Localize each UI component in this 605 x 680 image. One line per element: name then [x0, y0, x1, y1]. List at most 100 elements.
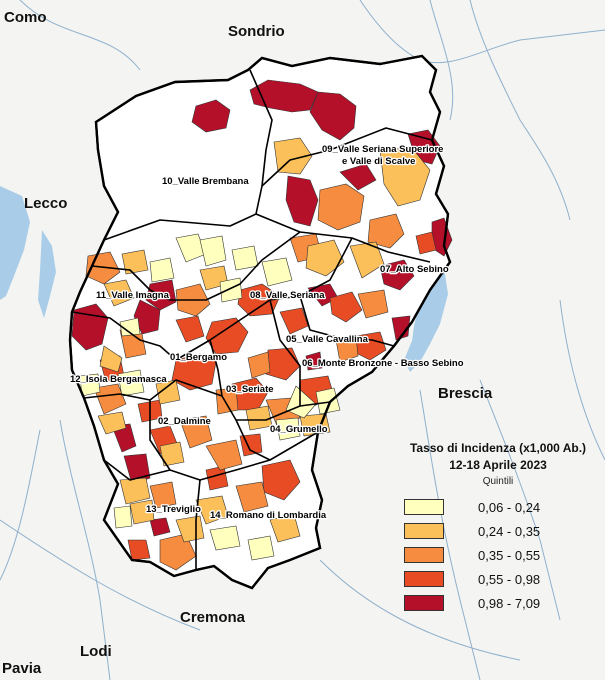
municipality	[231, 245, 259, 271]
municipality	[175, 315, 205, 343]
municipality	[93, 383, 127, 415]
municipality	[117, 369, 145, 397]
province-label-pavia: Pavia	[2, 660, 42, 677]
legend-class-1: 0,06 - 0,24	[404, 495, 598, 519]
municipality	[179, 415, 213, 449]
municipality	[103, 279, 135, 307]
province-label-cremona: Cremona	[180, 609, 246, 626]
legend-range: 0,35 - 0,55	[478, 547, 541, 563]
province-label-como: Como	[4, 9, 47, 26]
municipality	[205, 439, 243, 471]
legend-swatch	[404, 571, 444, 587]
municipalities	[71, 79, 453, 571]
district-boundary	[299, 295, 395, 347]
district-label-09-line2: e Valle di Scalve	[342, 156, 415, 167]
municipality	[199, 235, 227, 267]
legend-range: 0,55 - 0,98	[478, 571, 541, 587]
municipality	[113, 505, 133, 529]
map-legend: Tasso di Incidenza (x1,000 Ab.) 12-18 Ap…	[398, 440, 598, 615]
municipality	[99, 345, 123, 373]
municipality	[127, 539, 151, 561]
river	[0, 429, 41, 581]
municipality	[247, 535, 275, 561]
municipality	[305, 351, 323, 371]
legend-class-3: 0,35 - 0,55	[404, 543, 598, 567]
legend-swatch	[404, 523, 444, 539]
river	[319, 559, 521, 661]
municipality	[329, 291, 363, 323]
legend-title: Tasso di Incidenza (x1,000 Ab.)	[409, 441, 587, 455]
municipality	[275, 417, 301, 441]
municipality	[149, 481, 177, 509]
municipality	[97, 411, 127, 435]
district-boundary	[195, 479, 201, 570]
municipality-fonteno	[391, 315, 411, 341]
municipality	[335, 335, 359, 363]
river	[469, 0, 571, 221]
municipality	[235, 481, 269, 513]
district-boundary	[91, 231, 301, 301]
river-adda	[59, 419, 111, 680]
municipality	[379, 147, 431, 207]
municipality	[155, 379, 181, 405]
municipality-piazzatorre	[191, 99, 231, 133]
municipality	[285, 385, 317, 419]
municipality	[285, 175, 319, 227]
river	[429, 0, 454, 121]
river	[19, 0, 141, 71]
district-label-13: 13_Treviglio	[146, 504, 201, 515]
district-label-07: 07_Alto Sebino	[380, 264, 449, 275]
river	[559, 299, 605, 461]
legend-class-4: 0,55 - 0,98	[404, 567, 598, 591]
municipality	[367, 213, 405, 249]
river	[0, 519, 201, 631]
municipality	[247, 351, 271, 379]
district-label-09: 09_Valle Seriana Superiore	[322, 144, 443, 155]
province-label-lodi: Lodi	[80, 643, 112, 660]
province-label-brescia: Brescia	[438, 385, 493, 402]
municipality	[339, 163, 377, 191]
municipality	[195, 495, 229, 525]
legend-class-5: 0,98 - 7,09	[404, 591, 598, 615]
river	[479, 379, 561, 621]
municipality	[237, 283, 281, 317]
district-boundary	[71, 311, 177, 361]
legend-range: 0,24 - 0,35	[478, 523, 541, 539]
district-boundary	[235, 419, 271, 461]
province-label-sondrio: Sondrio	[228, 23, 285, 40]
legend-subtitle: Quintili	[482, 476, 514, 487]
district-label-14: 14_Romano di Lombardia	[210, 510, 327, 521]
municipality	[269, 513, 301, 543]
municipality	[149, 257, 175, 283]
legend-classes: 0,06 - 0,24 0,24 - 0,35 0,35 - 0,55 0,55 - …	[398, 495, 598, 615]
district-boundary	[103, 459, 171, 481]
legend-swatch	[404, 499, 444, 515]
district-label-04: 04_Grumello	[270, 424, 328, 435]
municipality	[379, 259, 415, 291]
province-label-lecco: Lecco	[24, 195, 67, 212]
district-label-11: 11_Valle Imagna	[96, 290, 170, 301]
municipality	[205, 465, 229, 491]
municipality	[171, 353, 217, 391]
municipality	[219, 277, 243, 303]
municipality	[357, 289, 389, 319]
municipality	[415, 231, 437, 255]
district-boundary	[269, 299, 301, 406]
municipality	[129, 499, 155, 525]
district-label-12: 12_Isola Bergamasca	[70, 374, 167, 385]
municipality	[121, 249, 149, 275]
legend-range: 0,06 - 0,24	[478, 499, 541, 515]
district-boundary	[249, 69, 273, 187]
district-label-01: 01_Bergamo	[170, 352, 227, 363]
municipality	[315, 387, 341, 415]
municipality	[159, 441, 185, 467]
municipality-gandellino	[309, 91, 357, 141]
legend-swatch	[404, 547, 444, 563]
municipality	[175, 515, 205, 543]
district-label-10: 10_Valle Brembana	[162, 176, 249, 187]
municipality	[119, 317, 141, 337]
district-label-08: 08_Valle Seriana	[250, 290, 325, 301]
municipality	[205, 317, 249, 355]
legend-period: 12-18 Aprile 2023	[449, 458, 547, 472]
